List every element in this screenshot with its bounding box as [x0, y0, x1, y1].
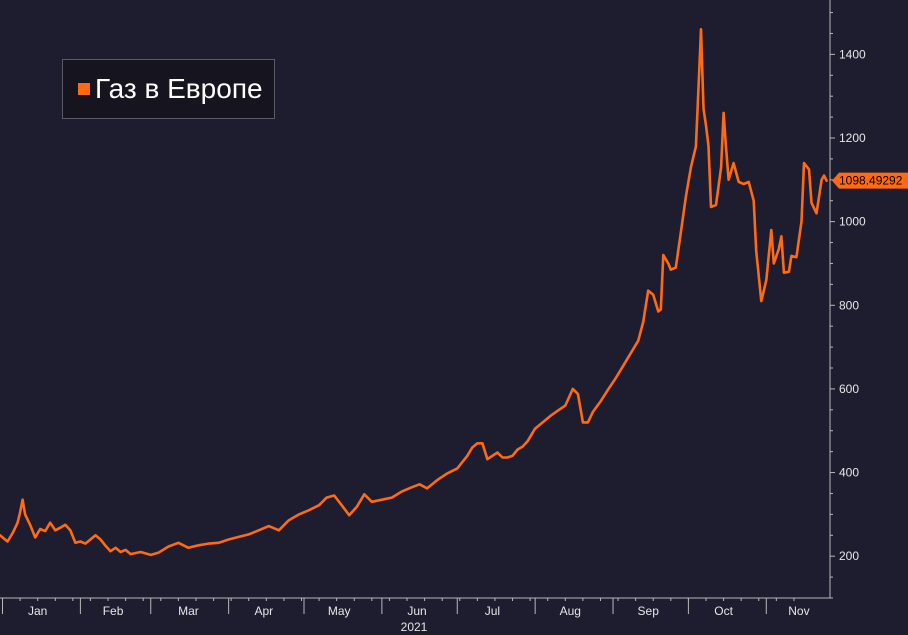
legend-swatch-icon — [78, 83, 90, 95]
x-tick-label: Sep — [638, 604, 660, 618]
last-value-marker: 1098.49292 — [832, 172, 908, 189]
y-tick-label: 1000 — [839, 215, 866, 229]
y-axis: 200 400 600 800 1000 1200 1400 — [829, 0, 866, 599]
year-label: 2021 — [401, 620, 428, 634]
x-tick-label: Jul — [485, 604, 500, 618]
x-tick-label: Aug — [560, 604, 581, 618]
series-layer — [0, 28, 828, 557]
y-tick-label: 600 — [839, 382, 859, 396]
legend: Газ в Европе — [62, 59, 275, 119]
x-tick-label: Feb — [103, 604, 124, 618]
last-value-label: 1098.49292 — [839, 174, 903, 188]
y-tick-label: 1400 — [839, 47, 866, 61]
x-tick-label: Jan — [28, 604, 47, 618]
last-value-flag — [832, 172, 908, 189]
x-tick-label: May — [328, 604, 351, 618]
y-tick-label: 800 — [839, 298, 859, 312]
x-tick-label: Jun — [407, 604, 426, 618]
x-axis: Jan Feb Mar Apr May Jun Jul Aug Sep Oct Nov — [0, 597, 830, 618]
legend-label: Газ в Европе — [95, 73, 263, 104]
x-tick-label: Nov — [788, 604, 809, 618]
series-line — [0, 28, 828, 557]
x-tick-label: Mar — [178, 604, 199, 618]
x-tick-label: Apr — [254, 604, 273, 618]
y-tick-label: 200 — [839, 549, 859, 563]
x-tick-label: Oct — [714, 604, 733, 618]
y-tick-label: 400 — [839, 466, 859, 480]
y-tick-label: 1200 — [839, 131, 866, 145]
